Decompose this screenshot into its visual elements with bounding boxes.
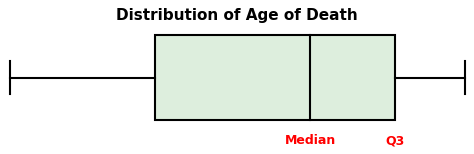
FancyBboxPatch shape <box>155 35 395 120</box>
Text: Distribution of Age of Death: Distribution of Age of Death <box>116 8 358 23</box>
Text: Median: Median <box>284 134 336 147</box>
Text: Q3: Q3 <box>385 134 405 147</box>
